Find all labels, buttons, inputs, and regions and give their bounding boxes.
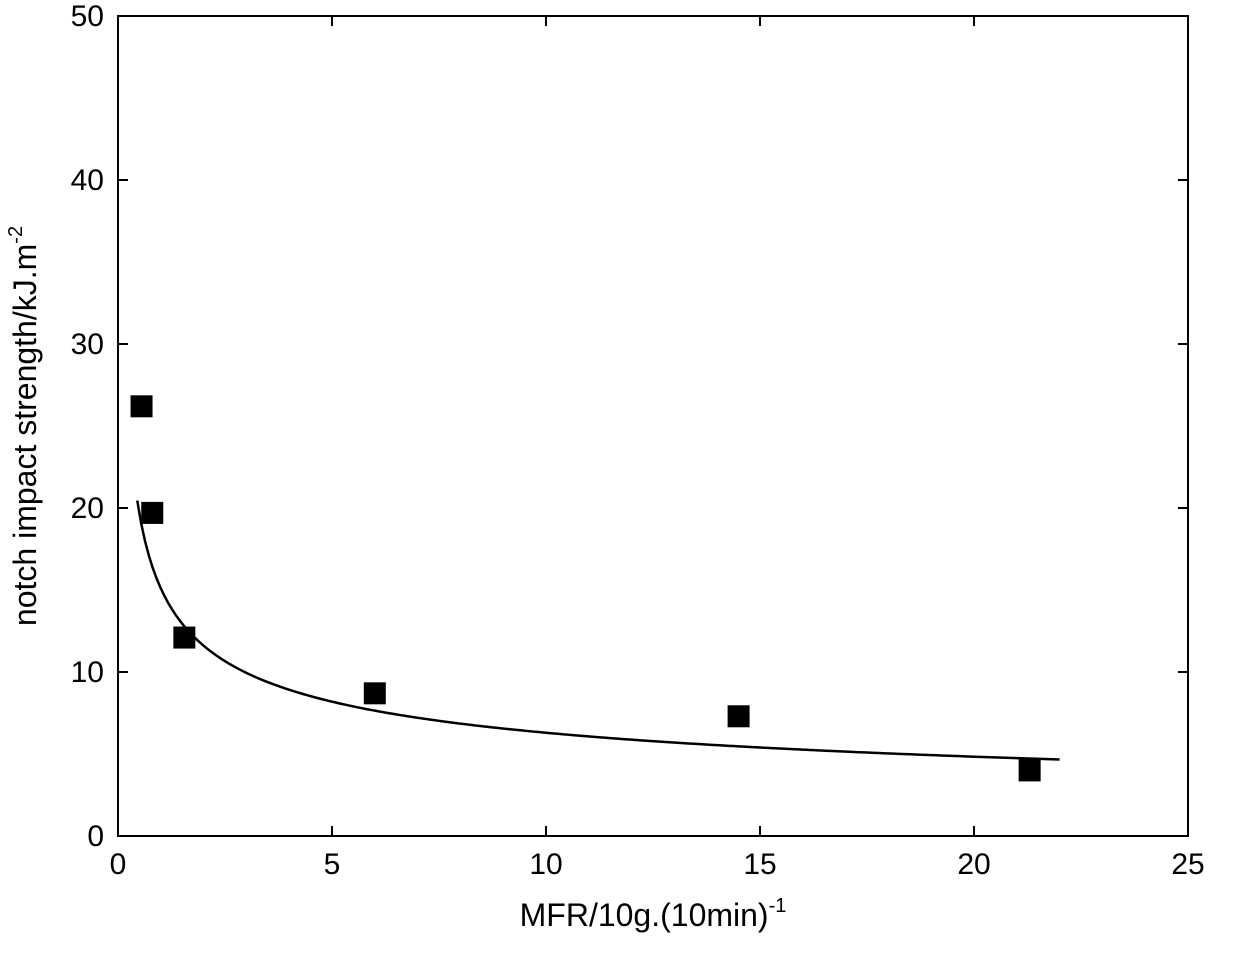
y-tick-label: 40 <box>71 164 104 197</box>
y-tick-label: 50 <box>71 0 104 33</box>
x-tick-label: 5 <box>324 848 341 881</box>
y-tick-label: 20 <box>71 492 104 525</box>
x-tick-label: 15 <box>743 848 776 881</box>
x-tick-label: 0 <box>110 848 127 881</box>
y-tick-label: 30 <box>71 328 104 361</box>
chart-bg <box>0 0 1240 962</box>
data-point <box>131 395 153 417</box>
data-point <box>1019 759 1041 781</box>
chart-svg: 0 5 10 15 20 25 0 10 20 30 40 50 MFR/10g.(10min)-1 no… <box>0 0 1240 962</box>
x-tick-label: 10 <box>529 848 562 881</box>
chart-container: 0 5 10 15 20 25 0 10 20 30 40 50 MFR/10g.(10min)-1 no… <box>0 0 1240 962</box>
x-tick-label: 25 <box>1171 848 1204 881</box>
y-axis-label: notch impact strength/kJ.m-2 <box>5 226 43 626</box>
data-point <box>364 682 386 704</box>
data-point <box>728 705 750 727</box>
data-point <box>141 502 163 524</box>
y-axis-label-group: notch impact strength/kJ.m-2 <box>5 226 43 626</box>
y-tick-label: 10 <box>71 656 104 689</box>
y-tick-label: 0 <box>87 820 104 853</box>
x-tick-label: 20 <box>957 848 990 881</box>
data-point <box>173 627 195 649</box>
x-axis-label: MFR/10g.(10min)-1 <box>520 895 787 933</box>
